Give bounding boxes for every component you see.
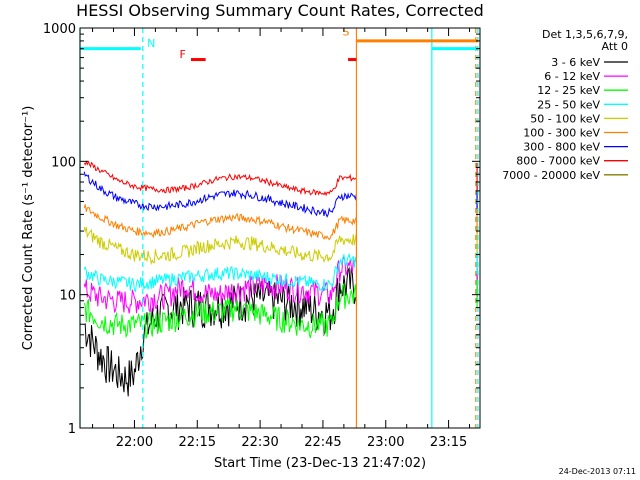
annotation-label: S [342,25,349,38]
y-axis: 1 10 100 1000 [43,22,480,437]
x-tick-label: 22:30 [241,435,278,450]
y-axis-label: Corrected Count Rate (s⁻¹ detector⁻¹) [21,106,36,351]
x-tick-label: 22:00 [116,435,153,450]
chart-title: HESSI Observing Summary Count Rates, Cor… [76,1,484,20]
legend-entry-label: 7000 - 20000 keV [502,169,600,182]
series-line [83,204,357,241]
x-axis-label: Start Time (23-Dec-13 21:47:02) [214,456,426,471]
legend-entry-label: 12 - 25 keV [537,84,600,97]
timestamp: 24-Dec-2013 07:11 [559,467,636,476]
series-line [83,254,357,314]
legend-entry-label: 50 - 100 keV [530,112,600,125]
y-tick-label: 1000 [43,22,76,37]
legend-entry-label: 25 - 50 keV [537,98,600,111]
x-axis: 22:00 22:15 22:30 22:45 23:00 23:15 [92,28,471,450]
y-tick-label: 1 [68,422,76,437]
y-tick-label: 100 [51,155,76,170]
x-tick-label: 22:45 [304,435,341,450]
legend-entry-label: 300 - 800 keV [523,141,600,154]
legend-entry-label: 800 - 7000 keV [516,155,600,168]
y-tick-label: 10 [59,289,76,304]
legend-header-line-2: Att 0 [602,40,628,53]
series-line [83,160,357,197]
plot-frame [79,27,481,429]
legend-entry-label: 6 - 12 keV [544,70,600,83]
series-line [83,226,357,266]
series-line [83,252,357,293]
legend-header-line-1: Det 1,3,5,6,7,9, [542,28,628,41]
annotation-label: N [147,37,155,50]
series-line [83,171,357,218]
series-layer [83,160,478,397]
legend-entry-label: 3 - 6 keV [551,56,600,69]
series-line [83,266,357,397]
annotation-label: F [179,48,185,61]
x-tick-label: 22:15 [179,435,216,450]
x-tick-label: 23:00 [367,435,404,450]
series-line [83,282,357,339]
legend-entry-label: 100 - 300 keV [523,127,600,140]
x-tick-label: 23:15 [430,435,467,450]
